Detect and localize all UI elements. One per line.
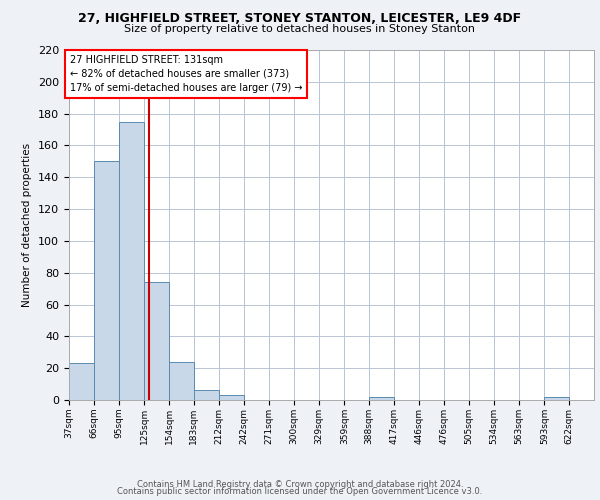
- Bar: [169, 362, 194, 400]
- Text: 27, HIGHFIELD STREET, STONEY STANTON, LEICESTER, LE9 4DF: 27, HIGHFIELD STREET, STONEY STANTON, LE…: [79, 12, 521, 26]
- Bar: [119, 122, 144, 400]
- Text: Size of property relative to detached houses in Stoney Stanton: Size of property relative to detached ho…: [125, 24, 476, 34]
- Bar: [194, 390, 218, 400]
- Bar: [69, 364, 94, 400]
- Y-axis label: Number of detached properties: Number of detached properties: [22, 143, 32, 307]
- Text: Contains public sector information licensed under the Open Government Licence v3: Contains public sector information licen…: [118, 487, 482, 496]
- Text: Contains HM Land Registry data © Crown copyright and database right 2024.: Contains HM Land Registry data © Crown c…: [137, 480, 463, 489]
- Bar: [94, 162, 119, 400]
- Text: 27 HIGHFIELD STREET: 131sqm
← 82% of detached houses are smaller (373)
17% of se: 27 HIGHFIELD STREET: 131sqm ← 82% of det…: [70, 55, 302, 93]
- Bar: [144, 282, 169, 400]
- Bar: [544, 397, 569, 400]
- Bar: [218, 395, 244, 400]
- Bar: [369, 397, 394, 400]
